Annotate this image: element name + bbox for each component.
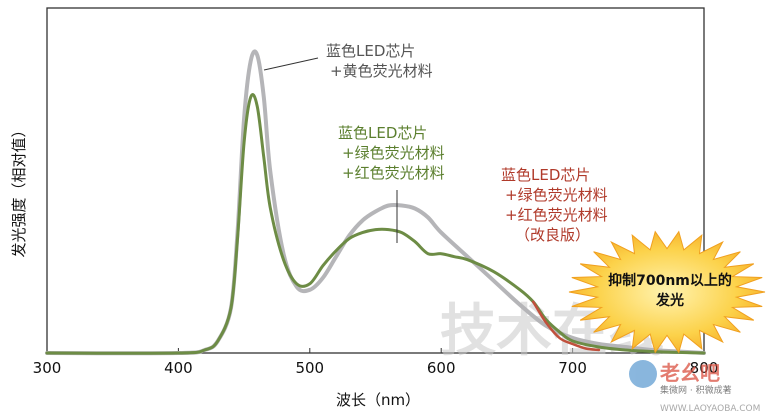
annotation-line: +绿色荧光材料 <box>342 144 445 162</box>
series-line-blue-green-red <box>45 93 706 355</box>
y-axis-label: 发光强度（相对值） <box>10 122 28 257</box>
site-logo-subtitle: 集微网 · 积微成著 <box>660 384 732 396</box>
site-logo-icon <box>629 360 657 388</box>
site-logo-text: 老幺吧 <box>660 361 720 385</box>
annotation-line: +绿色荧光材料 <box>505 186 608 204</box>
callout-line: 发光 <box>655 292 684 309</box>
x-tick-label: 700 <box>558 359 587 377</box>
annotation-green-red-phosphor: 蓝色LED芯片 +绿色荧光材料 +红色荧光材料 <box>338 124 445 182</box>
x-tick-label: 300 <box>33 359 62 377</box>
site-logo-url: WWW.LAOYAOBA.COM <box>660 404 760 414</box>
annotation-line: 蓝色LED芯片 <box>501 166 590 184</box>
annotation-line: （改良版） <box>515 226 590 244</box>
annotation-line: 蓝色LED芯片 <box>326 42 415 60</box>
callout-line: 抑制700nm以上的 <box>608 272 732 289</box>
site-logo: 老幺吧 集微网 · 积微成著 WWW.LAOYAOBA.COM <box>629 360 760 414</box>
x-tick-label: 600 <box>427 359 456 377</box>
callout-text: 抑制700nm以上的发光 <box>608 272 732 309</box>
x-axis-ticks: 300 400 500 600 700 800 <box>33 348 719 377</box>
series-line-improved <box>531 300 601 352</box>
series-layer <box>45 49 706 356</box>
x-axis-label: 波长（nm） <box>336 391 420 409</box>
annotation-line: +黄色荧光材料 <box>330 62 433 80</box>
annotation-line: +红色荧光材料 <box>342 164 445 182</box>
callout-starburst <box>568 230 766 354</box>
annotation-yellow-phosphor: 蓝色LED芯片 +黄色荧光材料 <box>326 42 433 80</box>
x-tick-label: 500 <box>295 359 324 377</box>
x-tick-label: 800 <box>690 359 719 377</box>
annotation-leader-yellow <box>263 57 319 71</box>
plot-frame <box>46 7 705 354</box>
annotation-line: +红色荧光材料 <box>505 206 608 224</box>
annotation-line: 蓝色LED芯片 <box>338 124 427 142</box>
annotation-improved-version: 蓝色LED芯片 +绿色荧光材料 +红色荧光材料 （改良版） <box>501 166 608 244</box>
x-tick-label: 400 <box>164 359 193 377</box>
